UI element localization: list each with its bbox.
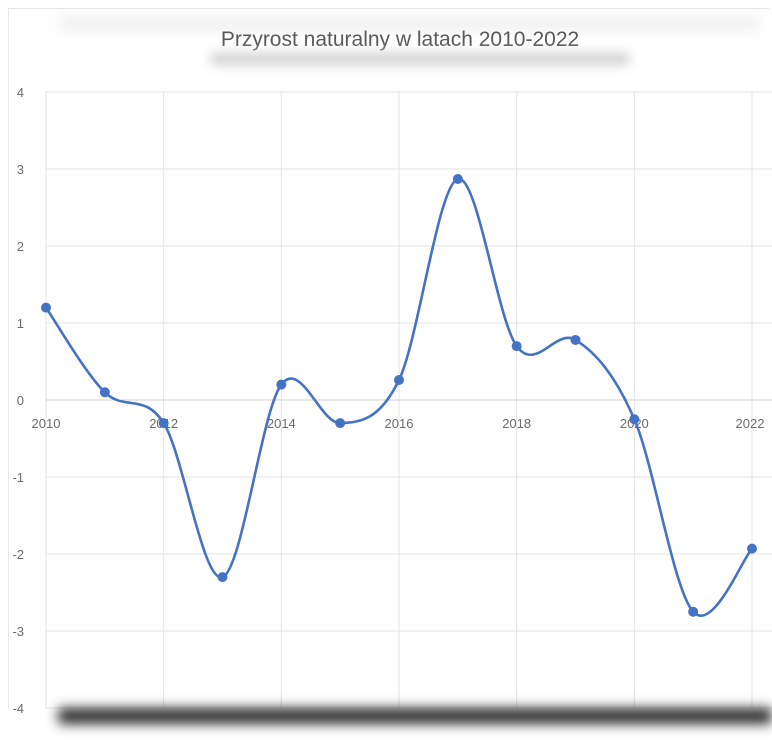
drop-shadow: [58, 708, 772, 724]
series-line: [44, 177, 754, 617]
x-tick-label: 2016: [385, 416, 414, 431]
data-point-2014: [276, 379, 287, 390]
y-tick-label: 1: [17, 316, 24, 331]
data-point-2018: [511, 341, 522, 352]
y-tick-label: -3: [12, 624, 24, 639]
data-point-2021: [688, 606, 699, 617]
y-tick-label: 3: [17, 162, 24, 177]
data-point-2013: [217, 572, 228, 583]
x-tick-label: 2014: [267, 416, 296, 431]
y-tick-label: 2: [17, 239, 24, 254]
chart-title: Przyrost naturalny w latach 2010-2022: [220, 28, 580, 51]
x-tick-label: 2010: [32, 416, 61, 431]
data-point-2022: [747, 543, 757, 554]
y-tick-label: 4: [17, 85, 24, 100]
data-point-2012: [158, 418, 169, 429]
chart-area: [8, 8, 769, 709]
x-axis-tick-labels: 2010201220142016201820202022: [32, 416, 765, 431]
y-tick-label: -2: [12, 547, 24, 562]
data-point-2019: [570, 334, 581, 345]
blurred-subtitle: [210, 52, 630, 66]
data-point-2020: [629, 414, 640, 425]
y-tick-label: -1: [12, 470, 24, 485]
x-tick-label: 2022: [736, 416, 765, 431]
data-point-2010: [41, 302, 51, 313]
y-axis-tick-labels: 4 3 2 1 0 -1 -2 -3 -4: [12, 85, 24, 716]
y-tick-label: 0: [17, 393, 24, 408]
x-tick-label: 2018: [502, 416, 531, 431]
data-point-2011: [99, 387, 110, 398]
y-tick-label: -4: [12, 701, 24, 716]
data-point-2016: [394, 374, 404, 385]
series-markers: [41, 174, 757, 617]
data-point-2015: [335, 418, 346, 429]
blurred-top-strip: [60, 14, 760, 32]
data-point-2017: [452, 174, 463, 185]
